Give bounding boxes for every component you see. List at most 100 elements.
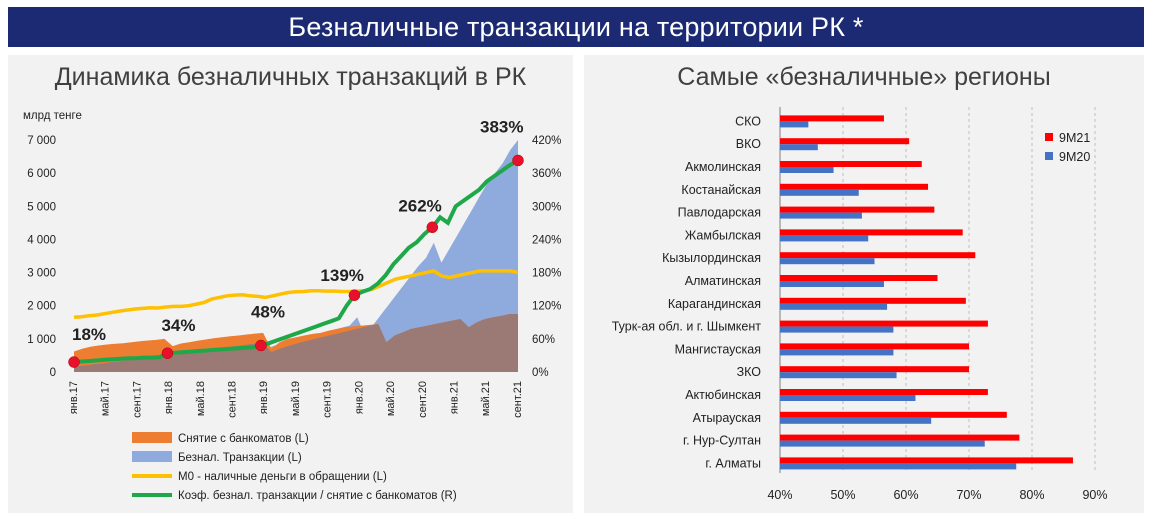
bar-9m21 — [780, 343, 969, 350]
region-label: Актюбинская — [685, 388, 761, 402]
legend-swatch — [132, 451, 172, 462]
bar-9m21 — [780, 229, 963, 236]
region-label: Жамбылская — [685, 228, 761, 242]
x-tick-label: май.17 — [100, 381, 112, 416]
bar-9m21 — [780, 389, 988, 395]
region-label: Турк-ая обл. и г. Шымкент — [612, 320, 762, 334]
bar-9m21 — [780, 138, 910, 145]
legend-label: 9М21 — [1059, 131, 1090, 145]
bar-9m21 — [780, 366, 969, 373]
legend-label: М0 - наличные деньги в обращении (L) — [178, 471, 387, 483]
x-tick-label: май.21 — [480, 381, 492, 416]
x-tick-label: 80% — [1019, 488, 1044, 502]
left-chart-title: Динамика безналичных транзакций в РК — [54, 63, 527, 91]
bar-9m21 — [780, 115, 884, 122]
page-banner: Безналичные транзакции на территории РК … — [8, 7, 1144, 47]
y2-tick-label: 240% — [532, 234, 561, 246]
y-tick-label: 5 000 — [27, 201, 56, 213]
bar-9m20 — [780, 372, 897, 379]
bar-9m21 — [780, 275, 938, 281]
ratio-marker — [426, 221, 439, 234]
x-tick-label: сент.18 — [226, 381, 238, 418]
x-tick-label: сент.21 — [512, 381, 524, 418]
bar-9m21 — [780, 161, 922, 167]
x-tick-label: янв.20 — [353, 381, 365, 414]
ratio-marker — [348, 289, 361, 301]
y-tick-label: 7 000 — [27, 135, 56, 147]
y2-tick-label: 420% — [532, 135, 561, 147]
y-tick-label: 6 000 — [27, 168, 56, 180]
y-tick-label: 1 000 — [27, 334, 56, 346]
legend-swatch — [1045, 133, 1053, 141]
x-tick-label: сент.19 — [322, 381, 334, 418]
ratio-annotation: 262% — [398, 196, 441, 215]
bar-9m20 — [780, 440, 985, 447]
bar-9m20 — [780, 189, 859, 196]
bar-9m21 — [780, 457, 1073, 464]
ratio-annotation: 383% — [480, 117, 523, 136]
bar-9m20 — [780, 167, 834, 173]
bar-9m21 — [780, 434, 1020, 441]
ratio-marker — [161, 347, 174, 359]
x-tick-label: 40% — [767, 488, 792, 502]
ratio-marker — [255, 339, 267, 352]
bar-9m21 — [780, 252, 976, 259]
right-chart-panel: Самые «безналичные» регионы 40% 50% 60% 70%… — [584, 55, 1144, 513]
ratio-marker — [68, 356, 80, 368]
bar-9m21 — [780, 320, 988, 327]
ratio-marker — [512, 154, 524, 167]
bar-9m21 — [780, 297, 966, 304]
x-tick-label: 50% — [830, 488, 855, 502]
legend-swatch — [132, 493, 172, 497]
x-tick-label: май.19 — [290, 381, 302, 416]
x-tick-label: 70% — [956, 488, 981, 502]
bar-9m20 — [780, 121, 809, 128]
legend-swatch — [1045, 152, 1053, 160]
region-label: ВКО — [736, 137, 761, 151]
y2-tick-label: 60% — [532, 334, 555, 346]
bar-9m20 — [780, 258, 875, 265]
y2-tick-label: 120% — [532, 301, 561, 313]
x-tick-label: янв.21 — [448, 381, 460, 414]
x-tick-label: янв.18 — [163, 381, 175, 414]
ratio-annotation: 18% — [72, 325, 106, 344]
bar-9m20 — [780, 303, 888, 310]
x-tick-label: май.20 — [385, 381, 397, 416]
ratio-annotation: 34% — [161, 316, 195, 335]
y-tick-label: 0 — [50, 367, 56, 379]
region-label: Павлодарская — [678, 206, 761, 220]
region-label: Атырауская — [693, 411, 761, 425]
region-label: Карагандинская — [668, 297, 761, 311]
area-cashless-transactions — [74, 140, 518, 372]
bar-9m20 — [780, 326, 894, 333]
y2-tick-label: 360% — [532, 168, 561, 180]
region-label: г. Алматы — [705, 456, 761, 470]
x-tick-label: 60% — [893, 488, 918, 502]
bar-9m20 — [780, 395, 916, 401]
x-tick-label: сент.17 — [131, 381, 143, 418]
page-title: Безналичные транзакции на территории РК … — [288, 11, 864, 42]
x-tick-label: янв.17 — [68, 381, 80, 414]
y2-tick-label: 300% — [532, 201, 561, 213]
legend-label: Безнал. Транзакции (L) — [178, 452, 302, 464]
line-m0-cash — [73, 269, 519, 320]
bar-9m20 — [780, 349, 894, 356]
region-label: СКО — [735, 114, 761, 128]
x-tick-label: сент.20 — [417, 381, 429, 418]
region-label: Кызылординская — [662, 251, 761, 265]
legend-label: Снятие с банкоматов (L) — [178, 433, 309, 445]
legend-label: 9М20 — [1059, 150, 1090, 164]
area-overlap — [74, 314, 518, 372]
region-label: Акмолинская — [685, 160, 761, 174]
regions-chart: 40% 50% 60% 70% 80% 90% СКО ВКО Акмолинская Коста… — [612, 107, 1108, 502]
region-label: г. Нур-Султан — [683, 434, 761, 448]
region-label: Алматинская — [685, 274, 761, 288]
y-axis-unit: млрд тенге — [23, 110, 82, 122]
ratio-annotation: 48% — [251, 302, 285, 321]
legend-label: Коэф. безнал. транзакции / снятие с банк… — [178, 490, 457, 502]
left-chart-panel: Динамика безналичных транзакций в РК млр… — [8, 55, 573, 513]
region-label: Костанайская — [681, 183, 761, 197]
x-tick-label: 90% — [1082, 488, 1107, 502]
bar-9m20 — [780, 463, 1017, 470]
bar-9m21 — [780, 206, 935, 213]
